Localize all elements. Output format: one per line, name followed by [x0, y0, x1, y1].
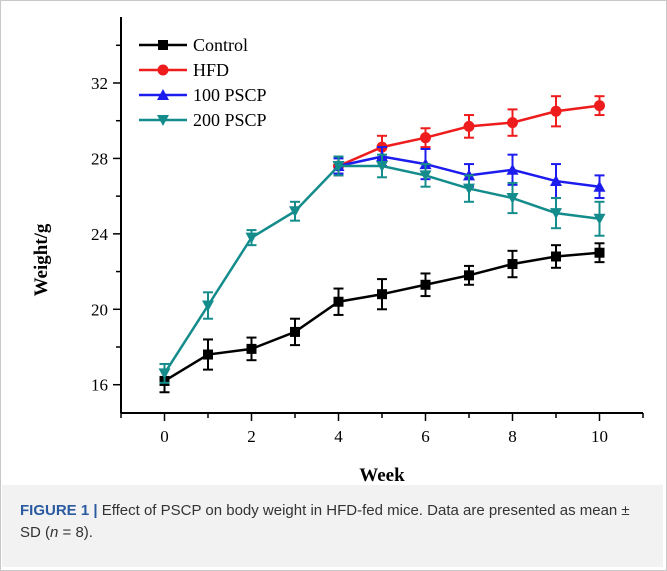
- data-point-hfd: [463, 120, 475, 132]
- data-point-control: [333, 296, 344, 307]
- data-point-control: [594, 247, 605, 258]
- data-point-100-pscp: [506, 163, 519, 175]
- data-point-control: [290, 326, 300, 337]
- legend-label-control: Control: [193, 35, 248, 55]
- data-point-control: [246, 343, 257, 354]
- y-axis-title: Weight/g: [31, 223, 52, 296]
- caption-text-end: = 8).: [58, 524, 93, 541]
- y-tick-label: 28: [91, 149, 108, 168]
- data-point-200-pscp: [463, 183, 475, 195]
- data-point-200-pscp: [506, 193, 519, 205]
- y-tick-label: 20: [91, 300, 108, 319]
- y-tick-label: 24: [91, 225, 109, 244]
- data-point-control: [551, 251, 561, 262]
- data-point-control: [507, 259, 518, 270]
- data-point-200-pscp: [419, 170, 432, 182]
- legend-marker-100-pscp: [157, 89, 169, 100]
- data-point-hfd: [420, 132, 431, 144]
- data-point-hfd: [550, 105, 562, 117]
- data-point-200-pscp: [202, 300, 214, 312]
- x-tick-label: 0: [160, 427, 169, 446]
- data-point-200-pscp: [158, 368, 171, 380]
- legend-marker-hfd: [157, 64, 169, 76]
- figure-label: FIGURE 1 |: [20, 502, 98, 519]
- data-point-200-pscp: [332, 160, 345, 172]
- y-tick-label: 16: [91, 376, 108, 395]
- legend-marker-200-pscp: [157, 115, 169, 126]
- legend-label-100-pscp: 100 PSCP: [193, 85, 267, 105]
- data-point-200-pscp: [550, 208, 562, 220]
- data-point-100-pscp: [550, 175, 562, 187]
- data-point-control: [377, 289, 387, 300]
- data-point-hfd: [507, 117, 518, 129]
- y-tick-label: 32: [91, 74, 108, 93]
- data-point-100-pscp: [593, 180, 606, 192]
- data-point-control: [420, 279, 431, 290]
- caption-n-symbol: n: [50, 524, 59, 541]
- caption-background: [2, 485, 663, 567]
- data-point-200-pscp: [376, 160, 388, 172]
- series-line-200-pscp: [163, 164, 600, 375]
- x-tick-label: 4: [334, 427, 343, 446]
- caption-text: Effect of PSCP on body weight in HFD-fed…: [20, 502, 630, 541]
- data-point-200-pscp: [245, 232, 258, 244]
- data-point-control: [203, 349, 213, 360]
- x-tick-label: 8: [508, 427, 517, 446]
- legend-marker-control: [158, 40, 168, 50]
- data-point-control: [464, 270, 474, 281]
- data-point-200-pscp: [593, 213, 606, 225]
- legend-label-200-pscp: 200 PSCP: [193, 110, 267, 130]
- data-point-hfd: [594, 100, 605, 112]
- legend-label-hfd: HFD: [193, 60, 229, 80]
- x-tick-label: 6: [421, 427, 430, 446]
- figure-caption: FIGURE 1 | Effect of PSCP on body weight…: [20, 500, 650, 544]
- x-tick-label: 10: [591, 427, 608, 446]
- x-tick-label: 2: [247, 427, 256, 446]
- data-point-200-pscp: [289, 206, 301, 218]
- x-axis-title: Week: [359, 465, 405, 485]
